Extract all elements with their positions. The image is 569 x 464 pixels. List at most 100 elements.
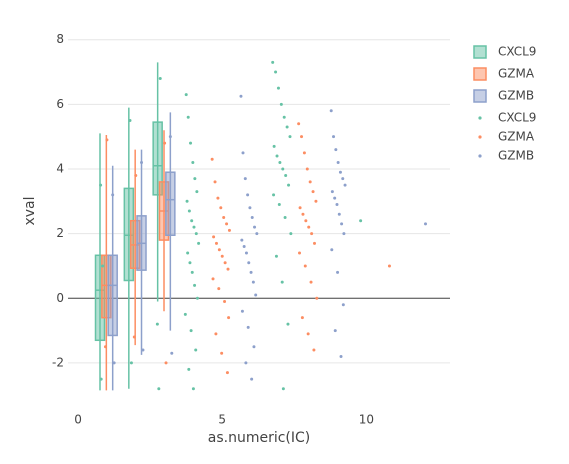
point bbox=[274, 254, 278, 258]
point bbox=[239, 94, 243, 98]
point bbox=[298, 251, 302, 255]
point bbox=[333, 196, 337, 200]
point bbox=[274, 70, 278, 74]
point bbox=[332, 135, 336, 139]
point bbox=[330, 248, 334, 252]
legend-label: CXCL9 bbox=[498, 111, 536, 125]
point bbox=[335, 203, 339, 207]
point bbox=[278, 161, 282, 165]
point bbox=[303, 264, 307, 268]
point bbox=[219, 206, 223, 210]
point bbox=[249, 270, 253, 274]
box bbox=[165, 171, 176, 236]
point bbox=[340, 222, 344, 226]
legend-label: GZMA bbox=[498, 67, 535, 81]
point bbox=[222, 215, 226, 219]
point bbox=[285, 125, 289, 129]
point bbox=[226, 267, 230, 271]
point bbox=[103, 345, 107, 349]
point bbox=[189, 141, 193, 145]
x-tick-label: 0 bbox=[74, 413, 82, 427]
point bbox=[186, 115, 190, 119]
point bbox=[183, 312, 187, 316]
point bbox=[250, 215, 254, 219]
point bbox=[217, 287, 221, 291]
y-tick-label: 0 bbox=[56, 291, 64, 305]
point bbox=[157, 387, 161, 391]
legend-icon bbox=[478, 135, 482, 139]
point bbox=[170, 351, 174, 355]
point bbox=[423, 222, 427, 226]
point bbox=[213, 180, 217, 184]
point bbox=[305, 167, 309, 171]
legend-icon bbox=[473, 45, 487, 59]
point bbox=[187, 367, 191, 371]
point bbox=[253, 225, 257, 229]
point bbox=[140, 161, 144, 165]
point bbox=[132, 335, 136, 339]
point bbox=[223, 261, 227, 265]
y-tick-label: 6 bbox=[56, 97, 64, 111]
point bbox=[189, 329, 193, 333]
point bbox=[244, 361, 248, 365]
point bbox=[217, 248, 221, 252]
point bbox=[163, 141, 167, 145]
point bbox=[302, 151, 306, 155]
point bbox=[129, 361, 133, 365]
y-tick-label: 8 bbox=[56, 32, 64, 46]
legend-icon bbox=[478, 116, 482, 120]
y-tick-label: 2 bbox=[56, 226, 64, 240]
point bbox=[214, 332, 218, 336]
point bbox=[214, 241, 218, 245]
point bbox=[99, 183, 103, 187]
point bbox=[341, 177, 345, 181]
point bbox=[128, 119, 132, 122]
point bbox=[158, 76, 162, 80]
point bbox=[240, 309, 244, 313]
point bbox=[277, 203, 281, 207]
point bbox=[187, 209, 191, 213]
point bbox=[246, 193, 250, 197]
point bbox=[164, 361, 168, 365]
point bbox=[250, 377, 254, 381]
point bbox=[193, 177, 197, 181]
point bbox=[300, 316, 304, 320]
point bbox=[210, 157, 214, 161]
point bbox=[334, 148, 338, 152]
point bbox=[286, 322, 290, 326]
point bbox=[289, 232, 293, 236]
point bbox=[225, 222, 229, 226]
point bbox=[337, 212, 341, 216]
legend-icon bbox=[478, 154, 482, 158]
point bbox=[188, 261, 192, 265]
point bbox=[288, 135, 292, 139]
point bbox=[248, 206, 252, 210]
point bbox=[195, 190, 199, 194]
point bbox=[134, 173, 138, 177]
point bbox=[220, 254, 224, 258]
point bbox=[342, 232, 346, 236]
point bbox=[255, 232, 259, 236]
point bbox=[336, 161, 340, 165]
point bbox=[284, 173, 288, 177]
point bbox=[244, 251, 248, 255]
point bbox=[185, 199, 189, 203]
point bbox=[105, 138, 109, 142]
point bbox=[191, 387, 195, 391]
point bbox=[216, 196, 220, 200]
legend-label: GZMB bbox=[498, 149, 534, 163]
point bbox=[300, 135, 304, 139]
point bbox=[186, 251, 190, 255]
point bbox=[339, 354, 343, 358]
point bbox=[329, 109, 333, 113]
point bbox=[193, 283, 197, 287]
point bbox=[306, 332, 310, 336]
point bbox=[336, 270, 340, 274]
point bbox=[310, 232, 314, 236]
point bbox=[307, 225, 311, 229]
point bbox=[275, 154, 279, 158]
point bbox=[281, 387, 285, 391]
point bbox=[194, 348, 198, 352]
point bbox=[243, 177, 247, 181]
point bbox=[246, 325, 250, 329]
